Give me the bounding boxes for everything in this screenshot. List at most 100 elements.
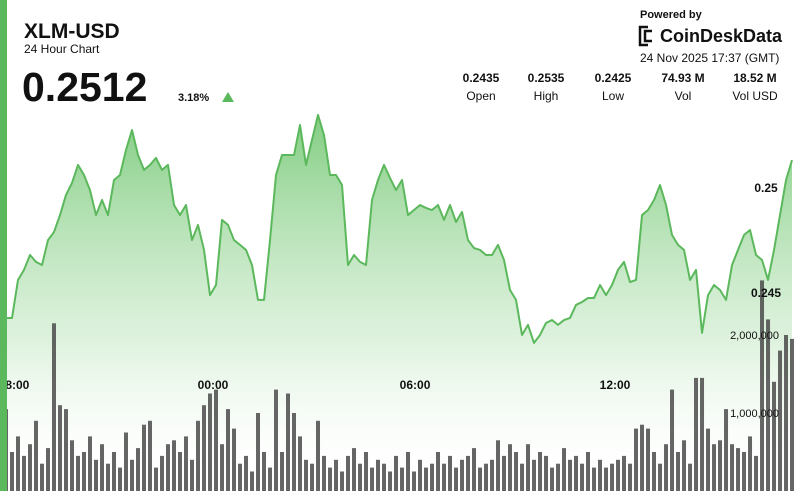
volume-bar (208, 393, 213, 491)
volume-bar (292, 413, 297, 491)
volume-bar (346, 455, 351, 491)
volume-bar (688, 463, 693, 491)
volume-bar (76, 455, 81, 491)
volume-bar (190, 459, 195, 491)
stat-value: 0.2425 (595, 71, 632, 85)
volume-bar (130, 459, 135, 491)
volume-bar (424, 467, 429, 491)
volume-bar (484, 463, 489, 491)
stat-label: Open (466, 89, 495, 103)
stat-label: Low (602, 89, 624, 103)
volume-bar (328, 467, 333, 491)
volume-bar (742, 452, 747, 491)
volume-bar (766, 319, 771, 491)
volume-bar (490, 459, 495, 491)
volume-bar (664, 444, 669, 491)
volume-bar (118, 467, 123, 491)
stat-value: 0.2535 (528, 71, 565, 85)
volume-bar (532, 459, 537, 491)
volume-bar (442, 463, 447, 491)
line-layer (6, 113, 793, 344)
volume-bar (460, 459, 465, 491)
volume-bar (682, 440, 687, 491)
volume-bar (580, 463, 585, 491)
volume-tick-label: 1,000,000 (730, 408, 779, 420)
volume-bar (448, 455, 453, 491)
volume-bar (16, 436, 21, 491)
volume-bar (724, 409, 729, 491)
volume-bar (82, 452, 87, 491)
volume-bar (46, 448, 51, 491)
volume-bar (646, 428, 651, 491)
stat-value: 74.93 M (661, 71, 704, 85)
volume-bar (466, 455, 471, 491)
volume-bar (538, 452, 543, 491)
volume-bar (616, 459, 621, 491)
volume-bar (514, 452, 519, 491)
volume-bar (730, 444, 735, 491)
volume-bar (166, 444, 171, 491)
volume-bar (352, 448, 357, 491)
volume-bar (10, 452, 15, 491)
volume-bar (214, 389, 219, 491)
price-line (6, 113, 793, 344)
volume-bar (184, 436, 189, 491)
volume-bar (94, 459, 99, 491)
subtitle: 24 Hour Chart (24, 42, 100, 56)
volume-bar (202, 405, 207, 491)
volume-bar (436, 452, 441, 491)
volume-bar (334, 459, 339, 491)
brand: CoinDeskData (660, 26, 783, 46)
x-tick-label: 00:00 (198, 378, 229, 392)
volume-bar (196, 420, 201, 491)
volume-bar (478, 467, 483, 491)
volume-bar (322, 455, 327, 491)
volume-bar (412, 471, 417, 491)
volume-bar (394, 455, 399, 491)
volume-bar (40, 463, 45, 491)
volume-bar (28, 444, 33, 491)
volume-bar (586, 452, 591, 491)
volume-bar (160, 455, 165, 491)
change: 3.18% (178, 92, 209, 104)
volume-bar (706, 428, 711, 491)
volume-bar (718, 440, 723, 491)
volume-bar (568, 459, 573, 491)
volume-bar (508, 444, 513, 491)
volume-bar (250, 471, 255, 491)
volume-bar (136, 448, 141, 491)
volume-bar (634, 428, 639, 491)
volume-bar (418, 459, 423, 491)
volume-bar (286, 393, 291, 491)
volume-bar (652, 452, 657, 491)
volume-bar (712, 444, 717, 491)
label-layer: 0.245 0.25 18:00 00:00 06:00 12:00 1,000,000 2,… (0, 181, 781, 420)
volume-tick-label: 2,000,000 (730, 330, 779, 342)
volume-bar (178, 452, 183, 491)
symbol: XLM-USD (24, 20, 120, 43)
volume-bar (694, 377, 699, 491)
volume-bar (244, 455, 249, 491)
volume-bar (454, 467, 459, 491)
volume-bar (106, 463, 111, 491)
volume-bar (544, 455, 549, 491)
volume-bar (658, 463, 663, 491)
volume-bar (58, 405, 63, 491)
volume-bar (760, 280, 765, 491)
volume-bar (604, 467, 609, 491)
volume-bar (124, 432, 129, 491)
volume-bar (70, 440, 75, 491)
y-tick-label: 0.245 (751, 286, 781, 300)
volume-bar (472, 448, 477, 491)
stats: 0.2435 Open 0.2535 High 0.2425 Low 74.93 M Vol 1… (463, 71, 778, 103)
brand-logo (638, 25, 652, 47)
up-arrow (222, 92, 234, 102)
volume-bar (676, 452, 681, 491)
volume-bar (382, 463, 387, 491)
volume-bar (784, 335, 789, 491)
stat-value: 18.52 M (733, 71, 776, 85)
volume-bar (88, 436, 93, 491)
volume-bar (220, 444, 225, 491)
volume-bar (748, 436, 753, 491)
